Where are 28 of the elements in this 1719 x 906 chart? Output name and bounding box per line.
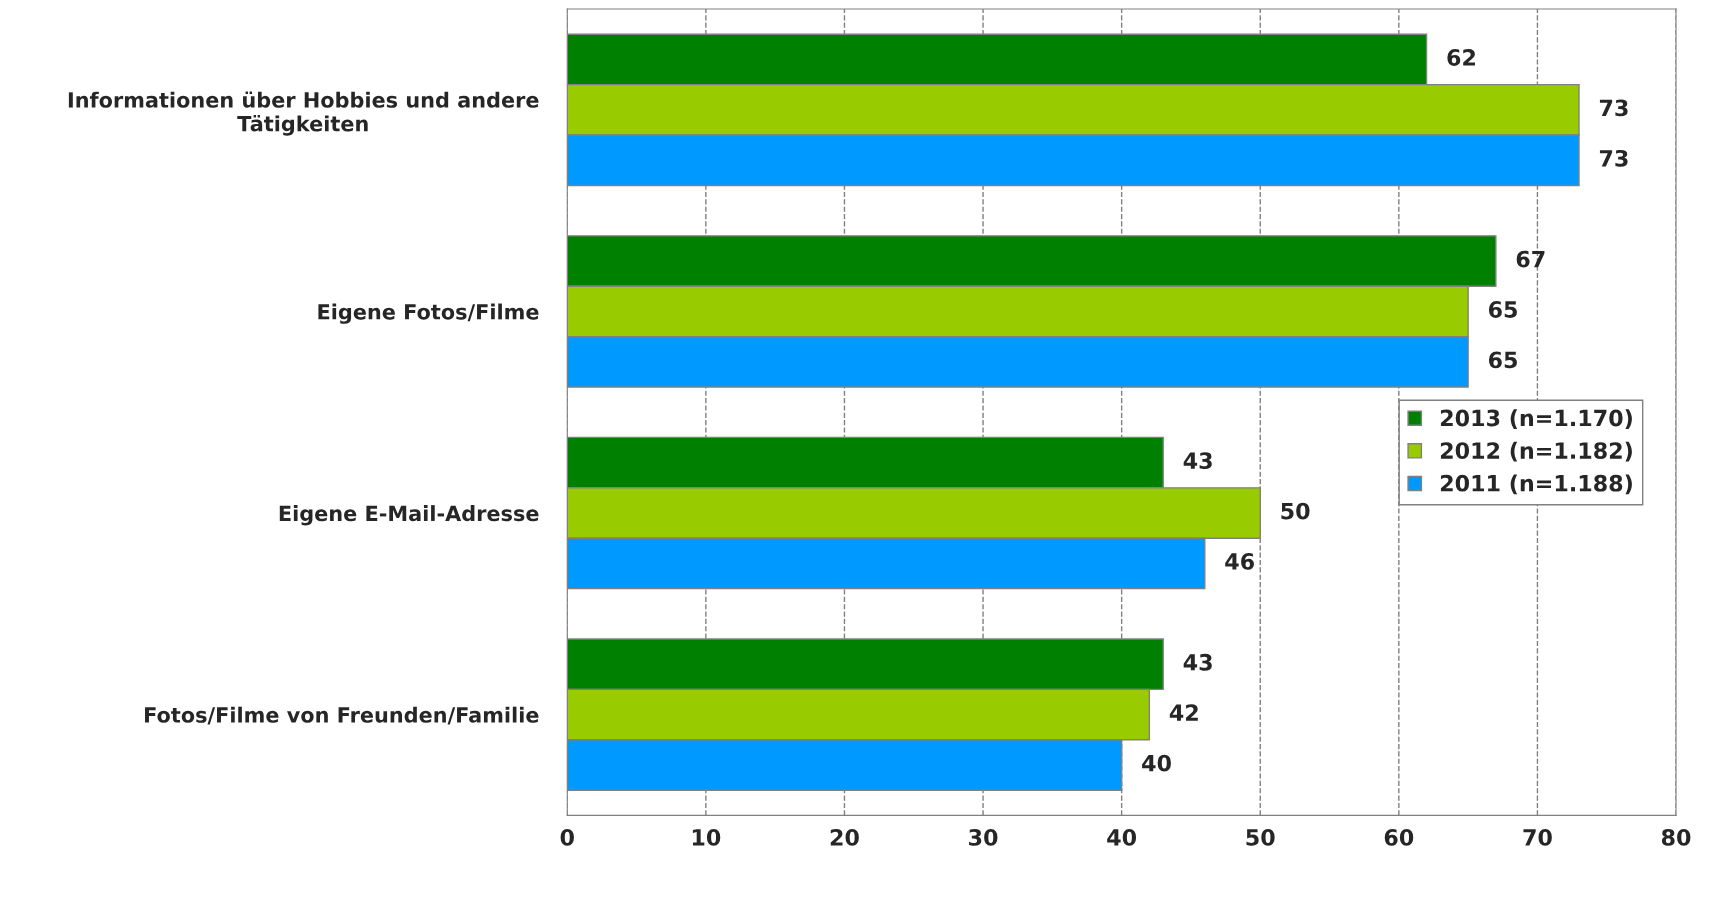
x-tick-label: 50 — [1246, 828, 1275, 846]
data-label: 46 — [1225, 553, 1254, 570]
data-label: 50 — [1281, 502, 1310, 520]
x-tick-label: 20 — [830, 828, 859, 846]
data-label: 67 — [1516, 250, 1545, 268]
y-tick-label: Eigene E-Mail-Adresse — [279, 505, 539, 526]
y-tick-label: Fotos/Filme von Freunden/Familie — [145, 706, 539, 725]
data-label: 42 — [1169, 704, 1198, 721]
data-label: 40 — [1142, 754, 1171, 772]
data-label: 73 — [1599, 149, 1628, 167]
x-tick-label: 10 — [692, 828, 721, 846]
legend-label: 2011 (n=1.188) — [1440, 474, 1632, 495]
data-label: 43 — [1183, 653, 1212, 671]
x-tick-label: 0 — [560, 828, 574, 846]
data-label: 62 — [1447, 49, 1475, 66]
x-tick-label: 70 — [1523, 828, 1552, 846]
legend-label: 2012 (n=1.182) — [1440, 441, 1632, 462]
data-label: 65 — [1488, 351, 1517, 369]
data-label: 73 — [1599, 99, 1628, 117]
legend-label: 2013 (n=1.170) — [1440, 409, 1632, 429]
data-label: 65 — [1488, 301, 1517, 318]
x-tick-label: 40 — [1107, 828, 1137, 846]
x-tick-label: 60 — [1384, 828, 1414, 846]
x-tick-label: 30 — [969, 828, 998, 846]
x-tick-label: 80 — [1661, 828, 1691, 846]
y-tick-label: Eigene Fotos/Filme — [318, 303, 539, 324]
y-tick-label: Informationen über Hobbies und andere Tätigkeiten — [68, 91, 539, 136]
data-label: 43 — [1183, 452, 1212, 470]
